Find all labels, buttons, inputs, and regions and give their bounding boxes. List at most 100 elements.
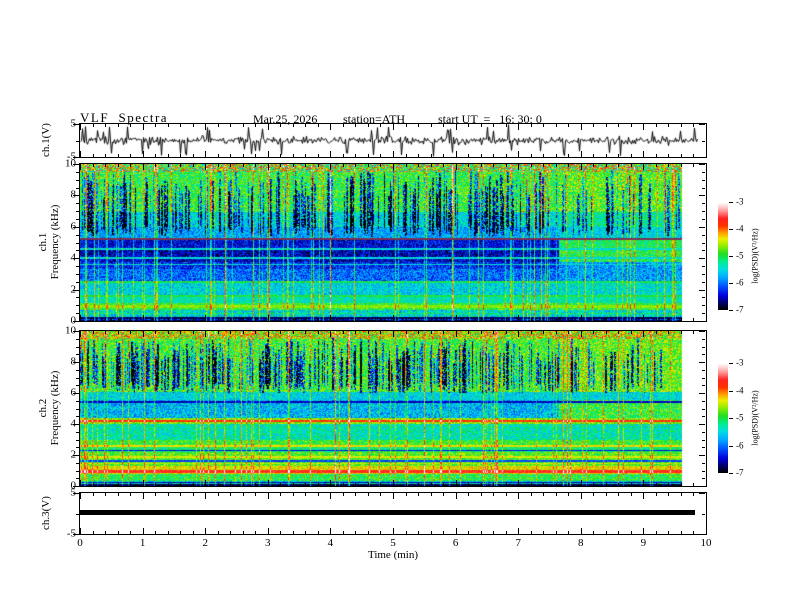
colorbar-tick-label: -7	[736, 304, 744, 315]
x-tick-mark	[418, 164, 419, 167]
y-minor-tick-mark	[76, 297, 79, 298]
x-tick-mark	[155, 318, 156, 321]
colorbar-tick-label: -6	[736, 440, 744, 451]
x-tick-mark	[143, 151, 144, 157]
x-tick-mark	[418, 493, 419, 496]
x-tick-mark	[368, 154, 369, 157]
x-tick-mark	[431, 154, 432, 157]
x-tick-mark	[543, 164, 544, 167]
y-tick-mark	[699, 227, 705, 228]
x-tick-mark	[481, 318, 482, 321]
ch1-spec-ylabel: ch.1 Frequency (kHz)	[37, 205, 61, 280]
ch2-spec-ylabel-line1: ch.2	[37, 398, 49, 418]
colorbar-tick-mark	[729, 418, 733, 419]
x-tick-mark	[368, 531, 369, 534]
y-tick-label: 8	[70, 188, 77, 201]
y-tick-mark	[699, 362, 705, 363]
x-tick-mark	[406, 124, 407, 127]
x-tick-mark	[193, 318, 194, 321]
x-tick-mark	[706, 331, 707, 337]
y-tick-label: 5	[70, 486, 77, 499]
x-tick-mark	[168, 124, 169, 127]
y-tick-label: 6	[70, 386, 77, 399]
x-tick-mark	[406, 493, 407, 496]
x-tick-mark	[618, 493, 619, 496]
x-tick-mark	[631, 331, 632, 334]
x-tick-mark	[706, 528, 707, 534]
x-tick-mark	[606, 493, 607, 496]
x-tick-mark	[155, 483, 156, 486]
x-tick-mark	[393, 480, 394, 486]
x-tick-mark	[693, 318, 694, 321]
x-tick-mark	[706, 164, 707, 170]
y-tick-mark	[699, 534, 705, 535]
x-tick-mark	[668, 124, 669, 127]
y-minor-tick-mark	[76, 370, 79, 371]
x-tick-mark	[693, 154, 694, 157]
x-tick-mark	[468, 483, 469, 486]
x-tick-mark	[543, 124, 544, 127]
x-tick-mark	[330, 124, 331, 130]
x-tick-mark	[618, 318, 619, 321]
x-tick-mark	[518, 164, 519, 170]
y-minor-tick-mark	[76, 339, 79, 340]
x-tick-mark	[80, 528, 81, 534]
x-tick-mark	[330, 315, 331, 321]
y-tick-mark	[699, 331, 705, 332]
x-tick-mark	[543, 154, 544, 157]
y-minor-tick-mark	[702, 401, 705, 402]
x-tick-mark	[518, 315, 519, 321]
x-tick-mark	[581, 164, 582, 170]
y-minor-tick-mark	[76, 447, 79, 448]
x-tick-mark	[643, 164, 644, 170]
colorbar-tick-label: -7	[736, 467, 744, 478]
y-minor-tick-mark	[76, 416, 79, 417]
y-tick-mark	[699, 424, 705, 425]
x-tick-mark	[318, 483, 319, 486]
x-tick-mark	[431, 331, 432, 334]
colorbar-tick-mark	[729, 310, 733, 311]
x-tick-mark	[618, 124, 619, 127]
x-tick-mark	[243, 331, 244, 334]
x-tick-mark	[593, 124, 594, 127]
y-tick-label: 8	[70, 355, 77, 368]
x-tick-mark	[518, 480, 519, 486]
x-tick-mark	[230, 154, 231, 157]
y-minor-tick-mark	[702, 347, 705, 348]
x-tick-mark	[631, 531, 632, 534]
x-tick-mark	[168, 483, 169, 486]
x-tick-mark	[431, 124, 432, 127]
x-tick-mark	[456, 124, 457, 130]
x-tick-mark	[218, 154, 219, 157]
x-tick-mark	[380, 483, 381, 486]
x-tick-mark	[556, 154, 557, 157]
x-tick-mark	[118, 483, 119, 486]
x-tick-mark	[380, 164, 381, 167]
x-tick-mark	[643, 315, 644, 321]
x-tick-mark	[581, 124, 582, 130]
x-tick-mark	[255, 331, 256, 334]
x-tick-mark	[380, 124, 381, 127]
x-tick-label: 2	[202, 537, 208, 549]
x-tick-mark	[693, 483, 694, 486]
y-minor-tick-mark	[76, 203, 79, 204]
y-minor-tick-mark	[702, 203, 705, 204]
x-tick-mark	[355, 531, 356, 534]
x-tick-mark	[681, 331, 682, 334]
x-tick-mark	[606, 164, 607, 167]
x-tick-mark	[330, 151, 331, 157]
x-tick-mark	[468, 531, 469, 534]
x-tick-mark	[330, 164, 331, 170]
x-tick-mark	[93, 124, 94, 127]
ch1-spectrogram-canvas	[80, 164, 706, 321]
x-tick-mark	[293, 318, 294, 321]
x-tick-mark	[355, 331, 356, 334]
x-tick-mark	[268, 331, 269, 337]
x-tick-mark	[380, 318, 381, 321]
x-tick-mark	[531, 124, 532, 127]
x-tick-mark	[155, 531, 156, 534]
x-tick-mark	[130, 164, 131, 167]
x-tick-mark	[468, 164, 469, 167]
x-tick-mark	[168, 331, 169, 334]
x-tick-mark	[218, 493, 219, 496]
